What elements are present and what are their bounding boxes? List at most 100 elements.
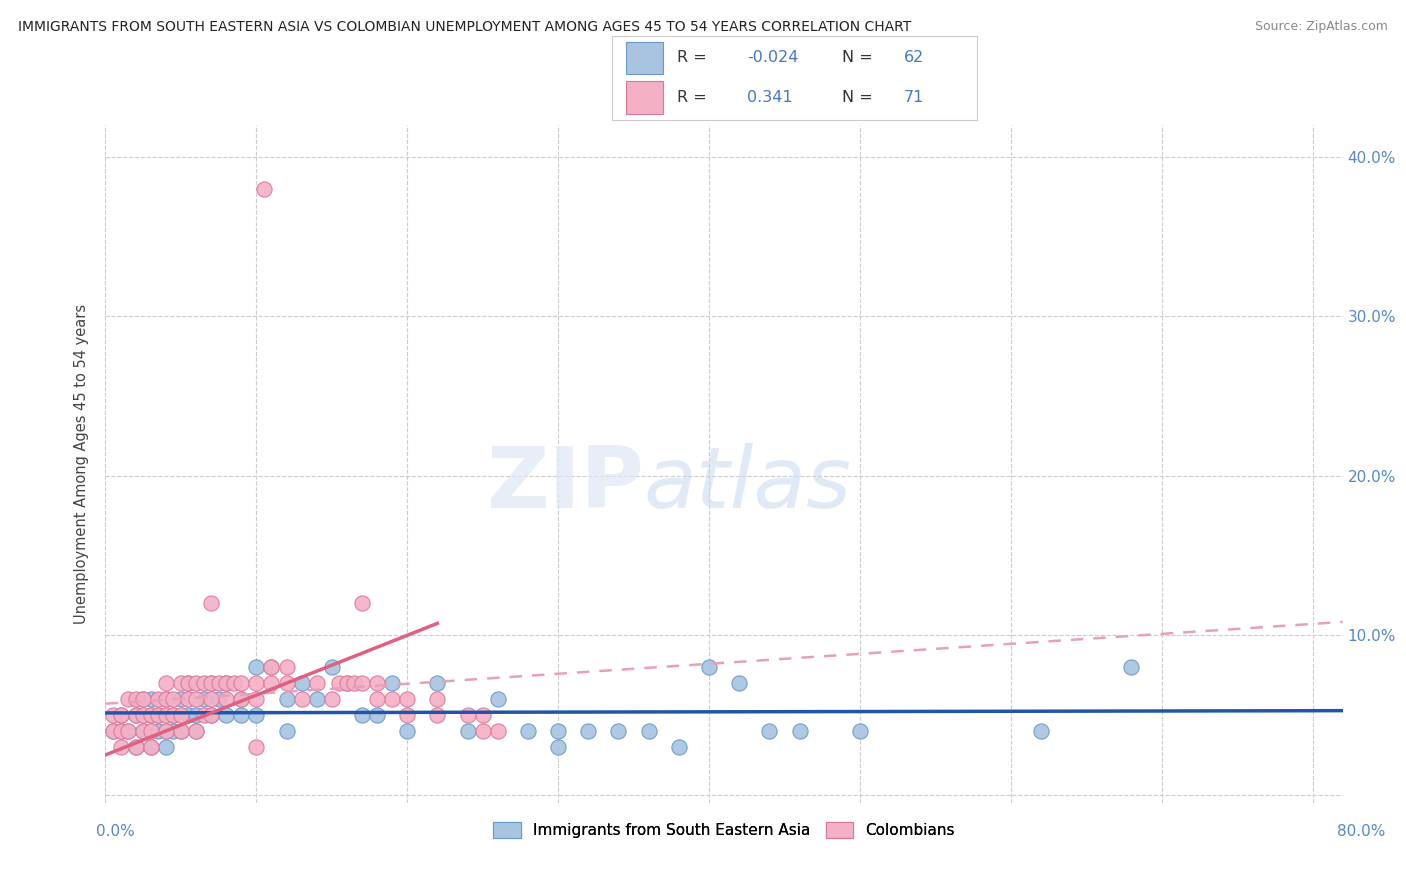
Point [471,724,494,739]
Point [155,692,177,706]
Point [124,708,146,723]
Point [155,724,177,739]
Point [253,182,276,196]
Point [110,708,132,723]
Point [457,708,479,723]
Point [245,708,267,723]
Point [576,724,599,739]
Point [607,724,630,739]
Point [139,739,162,754]
Point [350,676,373,690]
Text: 0.341: 0.341 [747,90,793,105]
Point [124,739,146,754]
Point [132,724,155,739]
Point [132,724,155,739]
Text: N =: N = [842,50,873,65]
Text: atlas: atlas [644,442,852,525]
Point [139,739,162,754]
Point [245,676,267,690]
Point [184,692,207,706]
Point [231,692,253,706]
Point [162,708,184,723]
Text: R =: R = [678,90,707,105]
Text: N =: N = [842,90,873,105]
Point [155,692,177,706]
Point [789,724,811,739]
Point [697,660,720,674]
Point [321,692,343,706]
Point [184,724,207,739]
Text: R =: R = [678,50,707,65]
Point [193,692,215,706]
Point [177,676,200,690]
Point [184,724,207,739]
Point [343,676,366,690]
Point [162,708,184,723]
Point [231,708,253,723]
Point [486,724,509,739]
Text: 71: 71 [904,90,924,105]
Point [245,692,267,706]
FancyBboxPatch shape [626,42,662,74]
Point [200,676,222,690]
Point [849,724,872,739]
Point [110,724,132,739]
Point [207,692,229,706]
Point [1029,724,1052,739]
Point [124,692,146,706]
Point [124,739,146,754]
Point [117,724,139,739]
Y-axis label: Unemployment Among Ages 45 to 54 years: Unemployment Among Ages 45 to 54 years [75,304,90,624]
Point [200,708,222,723]
Point [193,708,215,723]
Text: -0.024: -0.024 [747,50,799,65]
Point [276,724,298,739]
Point [148,692,170,706]
Point [668,739,690,754]
Text: 62: 62 [904,50,924,65]
Point [396,692,419,706]
Text: ZIP: ZIP [486,442,644,525]
Point [155,676,177,690]
Point [177,676,200,690]
Point [110,724,132,739]
Point [231,676,253,690]
Point [728,676,751,690]
Point [291,676,314,690]
Point [396,708,419,723]
Point [101,724,124,739]
Point [139,692,162,706]
Point [110,739,132,754]
Point [170,676,193,690]
Point [457,724,479,739]
Point [222,676,245,690]
Point [117,724,139,739]
Point [162,724,184,739]
Text: Source: ZipAtlas.com: Source: ZipAtlas.com [1254,20,1388,33]
Point [170,724,193,739]
Point [366,708,388,723]
Text: IMMIGRANTS FROM SOUTH EASTERN ASIA VS COLOMBIAN UNEMPLOYMENT AMONG AGES 45 TO 54: IMMIGRANTS FROM SOUTH EASTERN ASIA VS CO… [18,20,911,34]
Point [260,660,283,674]
Point [124,708,146,723]
Point [1121,660,1143,674]
Point [148,724,170,739]
Point [396,724,419,739]
Point [117,692,139,706]
Point [381,676,404,690]
Point [516,724,538,739]
Point [426,692,449,706]
Point [260,676,283,690]
Point [366,692,388,706]
Point [207,676,229,690]
Point [276,676,298,690]
Point [321,660,343,674]
Point [139,708,162,723]
Point [350,708,373,723]
Point [350,596,373,610]
Point [336,676,359,690]
Point [276,660,298,674]
Point [148,708,170,723]
Point [132,692,155,706]
Point [328,676,350,690]
